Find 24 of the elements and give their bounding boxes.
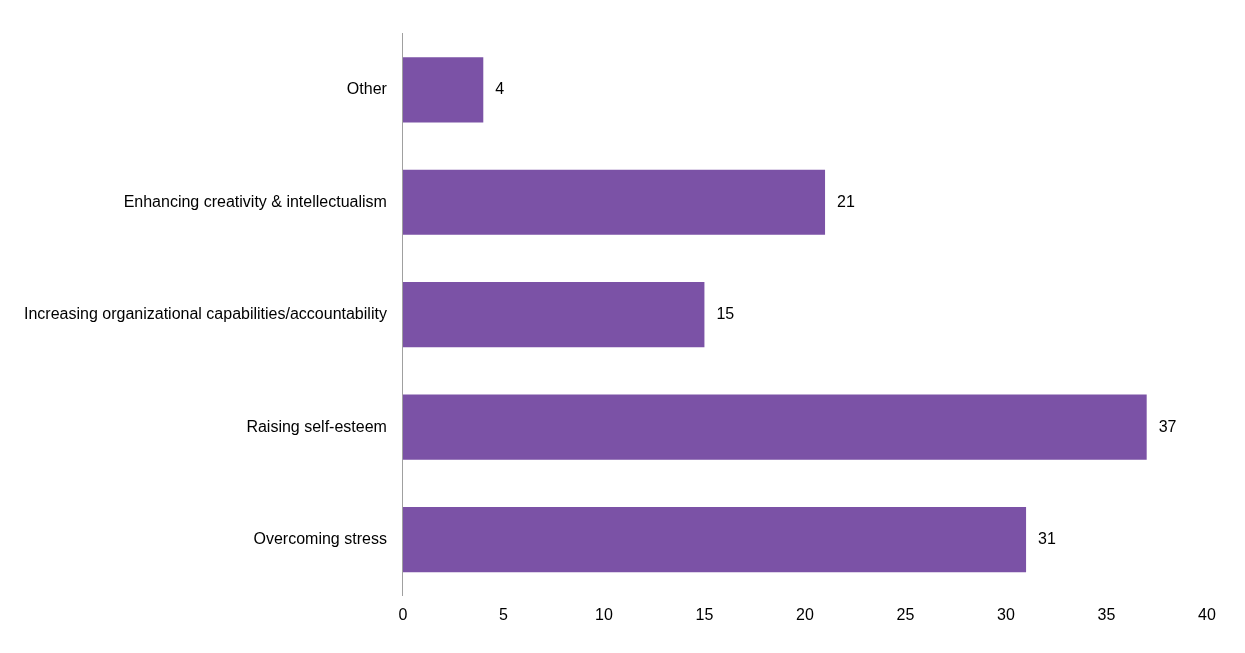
- x-tick-label: 10: [595, 605, 613, 623]
- data-label: 31: [1038, 529, 1056, 547]
- bar: [402, 506, 1027, 573]
- bar: [402, 169, 826, 235]
- y-tick-label: Enhancing creativity & intellectualism: [123, 192, 387, 210]
- x-tick-label: 5: [498, 605, 508, 623]
- bar: [402, 394, 1147, 460]
- data-label: 37: [1158, 417, 1177, 435]
- bar: [402, 57, 484, 123]
- x-tick-label: 25: [896, 605, 915, 623]
- y-tick-label: Increasing organizational capabilities/accountability: [23, 305, 387, 323]
- y-tick-label: Overcoming stress: [253, 529, 387, 547]
- x-tick-label: 35: [1097, 605, 1116, 623]
- data-label: 21: [837, 192, 855, 210]
- y-tick-label: Other: [346, 80, 388, 98]
- x-tick-label: 20: [796, 605, 814, 623]
- x-tick-label: 40: [1198, 605, 1216, 623]
- x-tick-label: 30: [997, 605, 1015, 623]
- x-tick-label: 0: [398, 605, 408, 623]
- y-tick-label: Raising self-esteem: [246, 417, 387, 435]
- x-tick-label: 15: [695, 605, 714, 623]
- bar: [402, 282, 705, 348]
- data-label: 4: [495, 80, 505, 98]
- data-label: 15: [716, 305, 735, 323]
